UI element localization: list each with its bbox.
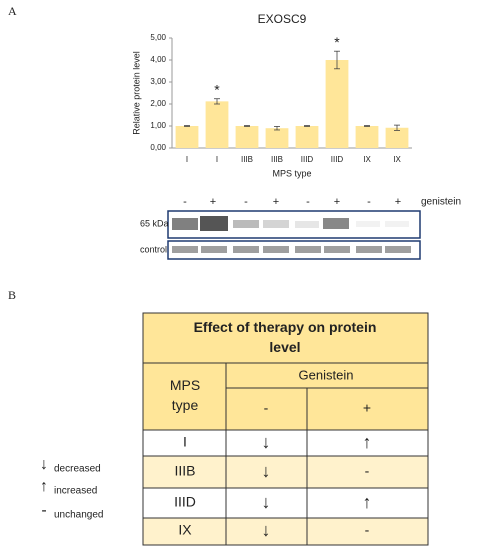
x-tick-label: IIID (331, 155, 344, 164)
treatment-sign: - (244, 196, 248, 208)
treatment-sign: + (395, 196, 401, 208)
y-tick-label: 3,00 (150, 77, 166, 86)
y-axis-label: Relative protein level (131, 51, 141, 135)
band (263, 246, 289, 253)
table-cell: ↓ (262, 432, 271, 452)
x-tick-label: I (216, 155, 218, 164)
column-header: - (264, 400, 269, 416)
x-tick-label: IX (363, 155, 371, 164)
band (323, 218, 349, 229)
y-tick-label: 5,00 (150, 33, 166, 42)
y-tick-label: 1,00 (150, 121, 166, 130)
row-label: I (183, 434, 187, 450)
treatment-sign: + (273, 196, 279, 208)
bar (355, 126, 379, 148)
blot-row-label: control (140, 244, 167, 254)
treatment-sign: - (306, 196, 310, 208)
band (200, 216, 228, 231)
treatment-sign: - (367, 196, 371, 208)
y-tick-label: 4,00 (150, 55, 166, 64)
legend-symbol: ↓ (40, 456, 48, 473)
row-label: IIID (174, 494, 196, 510)
bar (265, 128, 289, 148)
bar (385, 127, 409, 148)
bar (205, 101, 229, 148)
legend-symbol: - (41, 502, 46, 519)
column-header: + (363, 400, 371, 416)
treatment-label: genistein (421, 197, 461, 208)
band (295, 246, 321, 253)
table-cell: - (365, 463, 370, 479)
band (385, 221, 409, 227)
treatment-sign: - (183, 196, 187, 208)
table-cell: ↑ (363, 432, 372, 452)
table-row-bg (142, 429, 429, 457)
table-cell: ↓ (262, 492, 271, 512)
panel-label: B (8, 288, 16, 302)
treatment-sign: + (334, 196, 340, 208)
legend-label: increased (54, 486, 97, 497)
table-cell: ↓ (262, 520, 271, 540)
blot (167, 210, 421, 260)
annotation: * (334, 34, 340, 50)
y-tick-label: 0,00 (150, 143, 166, 152)
table-row-bg (142, 517, 429, 546)
legend-symbol: ↑ (40, 478, 48, 495)
band (233, 220, 259, 228)
legend-label: decreased (54, 464, 101, 475)
bar (235, 126, 259, 148)
table (142, 312, 429, 546)
band (295, 221, 319, 228)
treatment-sign: + (210, 196, 216, 208)
band (356, 221, 380, 227)
table-title: Effect of therapy on protein level (194, 319, 377, 355)
row-label: IIIB (174, 463, 195, 479)
table-header-bg (142, 312, 429, 431)
panel-label: A (8, 4, 17, 18)
row-label: IX (178, 522, 192, 538)
band (356, 246, 382, 253)
band (324, 246, 350, 253)
bar (295, 126, 319, 148)
table-cell: ↓ (262, 461, 271, 481)
band (201, 246, 227, 253)
annotation: * (214, 81, 220, 97)
band (263, 220, 289, 228)
bar (325, 60, 349, 148)
x-tick-label: I (186, 155, 188, 164)
band (172, 246, 198, 253)
x-axis-label: MPS type (272, 168, 311, 178)
x-tick-label: IX (393, 155, 401, 164)
blot-box (167, 240, 421, 260)
chart-title: EXOSC9 (258, 12, 307, 26)
x-tick-label: IIIB (241, 155, 253, 164)
band (385, 246, 411, 253)
table-cell: ↑ (363, 492, 372, 512)
x-tick-label: IIIB (271, 155, 283, 164)
row-header: MPS type (170, 377, 200, 413)
group-header: Genistein (299, 367, 354, 382)
y-tick-label: 2,00 (150, 99, 166, 108)
legend-label: unchanged (54, 510, 104, 521)
x-tick-label: IIID (301, 155, 314, 164)
table-cell: - (365, 522, 370, 538)
bar (175, 126, 199, 148)
blot-row-label: 65 kDa (140, 218, 169, 228)
band (172, 218, 198, 230)
band (233, 246, 259, 253)
